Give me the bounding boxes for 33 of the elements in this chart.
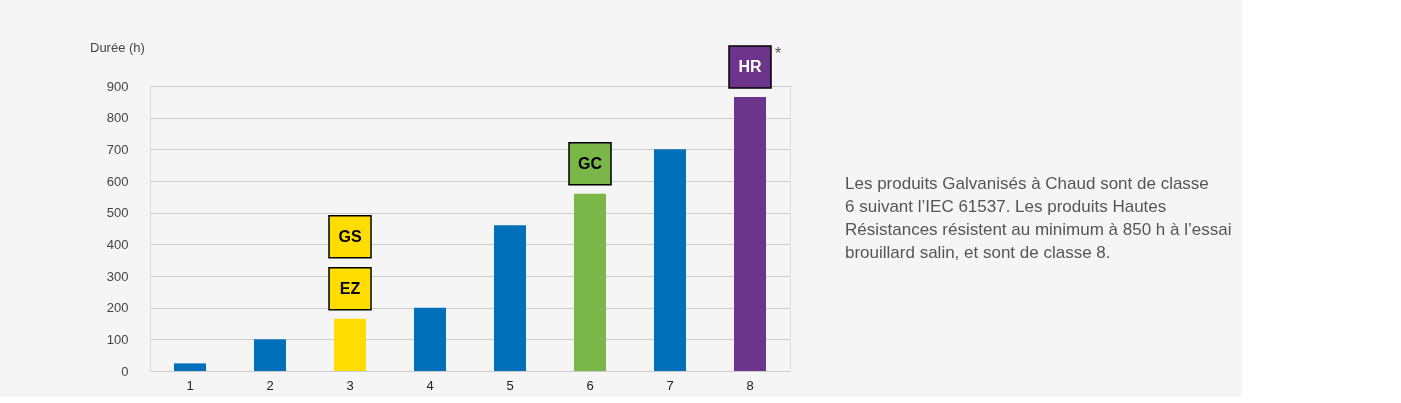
x-tick-label: 8	[746, 377, 754, 393]
y-tick-label: 700	[106, 141, 129, 157]
x-tick-label: 3	[346, 377, 354, 393]
y-tick-label: 900	[106, 78, 129, 94]
bar	[174, 363, 206, 371]
x-tick-label: 7	[666, 377, 674, 393]
y-tick-label: 300	[106, 268, 129, 284]
bar	[574, 193, 606, 371]
y-tick-label: 600	[106, 173, 129, 189]
bar	[494, 225, 526, 371]
y-axis-title: Durée (h)	[90, 40, 145, 55]
y-tick-label: 500	[106, 205, 129, 221]
annotation: EZ	[339, 279, 361, 297]
y-tick-label: 400	[106, 236, 129, 252]
x-tick-label: 6	[586, 377, 594, 393]
bar	[654, 149, 686, 371]
x-tick-label: 5	[506, 377, 514, 393]
x-tick-label: 1	[186, 377, 194, 393]
y-tick-label: 0	[121, 363, 129, 379]
annotation: GS	[338, 227, 362, 245]
x-tick-label: 4	[426, 377, 434, 393]
bar	[254, 339, 286, 371]
bar	[334, 318, 366, 371]
y-tick-label: 100	[106, 331, 129, 347]
bar	[414, 307, 446, 371]
annotation: GC	[578, 154, 603, 172]
annotation: HR	[738, 58, 762, 76]
text: Les produits Galvanisés à Chaud sont de classe 6 suivant l’IEC 61537. Les produits Hautes Résistances résistent au minimum à 850 h à l’essai brouillard salin, et sont de classe 8.	[845, 174, 1232, 262]
x-tick-label: 2	[266, 377, 274, 393]
y-tick-label: 800	[106, 110, 129, 126]
bar	[734, 97, 766, 371]
text: *	[775, 45, 782, 62]
y-tick-label: 200	[106, 300, 129, 316]
